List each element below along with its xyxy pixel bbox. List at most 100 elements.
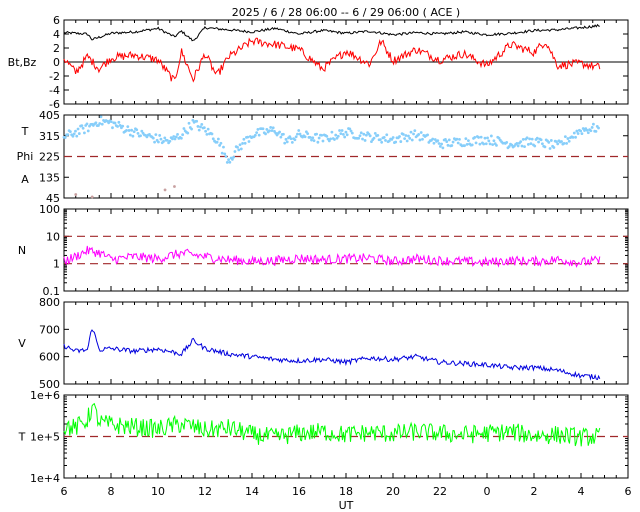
data-point [97,124,100,127]
data-point [382,136,386,139]
data-point [179,136,183,140]
data-point [200,122,204,126]
data-point [530,137,534,141]
data-point [225,161,229,164]
data-point [327,139,331,143]
data-point [419,131,423,134]
data-point [473,135,477,139]
data-point [100,122,104,126]
data-point [128,133,132,137]
data-point [403,137,407,141]
data-point [432,141,436,145]
data-point [555,140,558,143]
data-point [563,135,567,138]
x-tick-label: 20 [386,485,400,498]
data-point [478,142,482,146]
data-point [592,122,595,126]
y-tick-label: 2 [53,42,60,55]
chart-title: 2025 / 6 / 28 06:00 -- 6 / 29 06:00 ( AC… [232,6,460,19]
data-point [181,133,185,137]
data-point [199,125,202,129]
data-point [562,141,566,145]
data-point [405,139,409,143]
data-point [497,136,501,140]
data-point [306,132,310,135]
data-point [255,131,259,134]
x-tick-label: 18 [339,485,353,498]
data-point [140,129,144,133]
data-point [293,138,297,142]
data-point [413,129,417,132]
data-point [86,129,90,133]
y-tick-label: 315 [39,130,60,143]
data-point [311,136,315,140]
data-point [285,140,289,144]
data-point [256,127,260,131]
data-point [312,139,316,143]
data-point [173,185,176,188]
y-tick-label: 0.1 [43,285,61,298]
data-point [357,136,361,140]
data-point [579,129,583,133]
data-point [72,132,76,136]
data-point [191,118,195,122]
data-point [206,127,210,131]
data-point [186,131,190,135]
data-point [269,126,273,129]
data-point [219,141,223,145]
data-point [236,145,239,149]
data-point [168,139,172,143]
data-point [521,137,525,141]
y-axis-label: A [21,173,29,186]
data-point [241,142,245,145]
data-point [111,126,114,130]
data-point [290,140,294,144]
data-point [90,195,94,199]
y-tick-label: 700 [39,323,60,336]
y-axis-label: T [21,125,29,138]
data-point [586,131,590,135]
data-point [576,132,580,135]
data-point [334,133,338,137]
data-point [113,121,117,125]
data-point [380,140,384,144]
data-point [117,120,121,124]
data-point [565,141,569,145]
data-point [362,132,366,136]
data-point [455,137,459,141]
y-tick-label: 0 [53,56,60,69]
data-point [321,139,325,143]
data-point [173,137,177,141]
data-point [94,121,98,125]
data-point [529,142,533,146]
y-tick-label: 100 [39,203,60,216]
data-point [507,145,511,148]
data-point [195,119,199,123]
data-point [99,115,103,119]
data-point [83,131,86,135]
data-point [463,144,466,148]
data-point [163,188,167,192]
y-tick-label: 45 [46,192,60,205]
x-tick-label: 12 [198,485,212,498]
data-point [107,121,111,125]
data-point [445,140,449,143]
data-point [158,134,162,137]
data-point [407,134,410,138]
data-point [492,139,496,143]
data-point [519,140,523,144]
data-point [131,134,135,138]
data-point [271,126,275,130]
data-point [204,129,208,133]
x-tick-label: 0 [484,485,491,498]
data-point [74,129,77,133]
data-point [418,138,422,142]
data-point [267,129,271,133]
data-point [556,142,560,146]
data-point [391,136,395,139]
data-point [444,138,447,141]
data-point [165,139,169,142]
data-point [495,143,498,147]
data-point [237,148,241,152]
data-point [589,129,593,133]
